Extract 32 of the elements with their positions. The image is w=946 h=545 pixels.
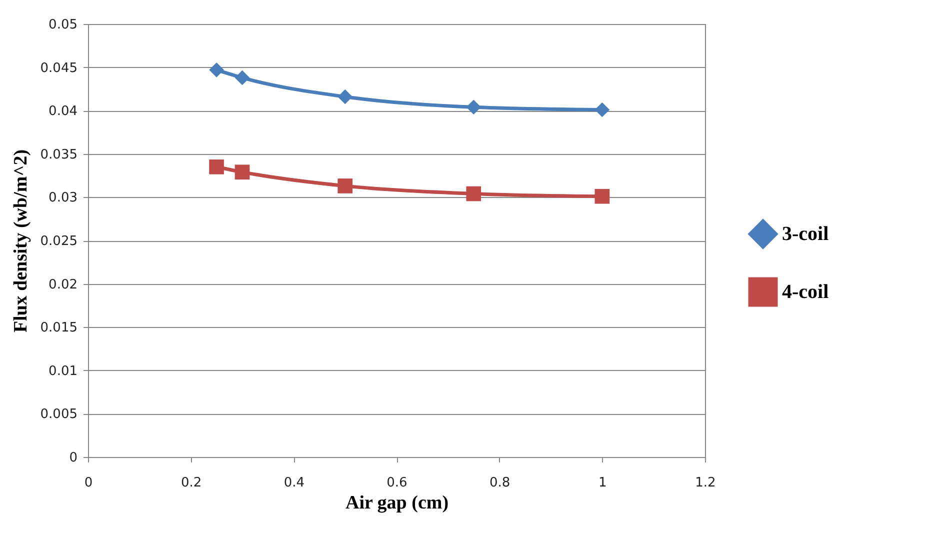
y-tick-label: 0.045 (40, 60, 78, 76)
y-tick-label: 0.03 (48, 190, 78, 206)
point (234, 164, 250, 180)
y-tick-label: 0.005 (40, 407, 78, 422)
point (594, 102, 610, 118)
legend-label: 4-coil (782, 281, 830, 303)
x-axis-title: Air gap (cm) (345, 492, 449, 514)
point (466, 100, 482, 115)
y-tick-label: 0.025 (40, 234, 78, 249)
point (234, 70, 250, 86)
y-tick-label: 0.02 (48, 277, 78, 292)
y-tick-label: 0 (69, 450, 78, 466)
point (209, 62, 224, 78)
y-tick-label: 0.035 (40, 147, 78, 162)
x-tick-label: 1 (598, 476, 607, 490)
x-tick-label: 1.2 (695, 476, 716, 490)
point (209, 159, 224, 174)
x-tick-label: 0 (84, 476, 93, 490)
x-tick-label: 0.4 (284, 476, 305, 490)
y-tick-label: 0.01 (48, 364, 78, 379)
y-tick-label: 0.04 (48, 104, 78, 120)
legend-label: 3-coil (782, 223, 830, 245)
y-axis-title: Flux density (wb/m^2) (10, 149, 32, 333)
x-tick-label: 0.6 (386, 476, 408, 490)
y-tick-label: 0.015 (40, 320, 78, 336)
x-tick-label: 0.2 (180, 476, 202, 490)
point (338, 178, 352, 194)
point (594, 188, 610, 204)
y-tick-label: 0.05 (48, 18, 78, 32)
x-tick-label: 0.8 (489, 476, 510, 490)
point (338, 89, 352, 104)
point (466, 186, 482, 202)
